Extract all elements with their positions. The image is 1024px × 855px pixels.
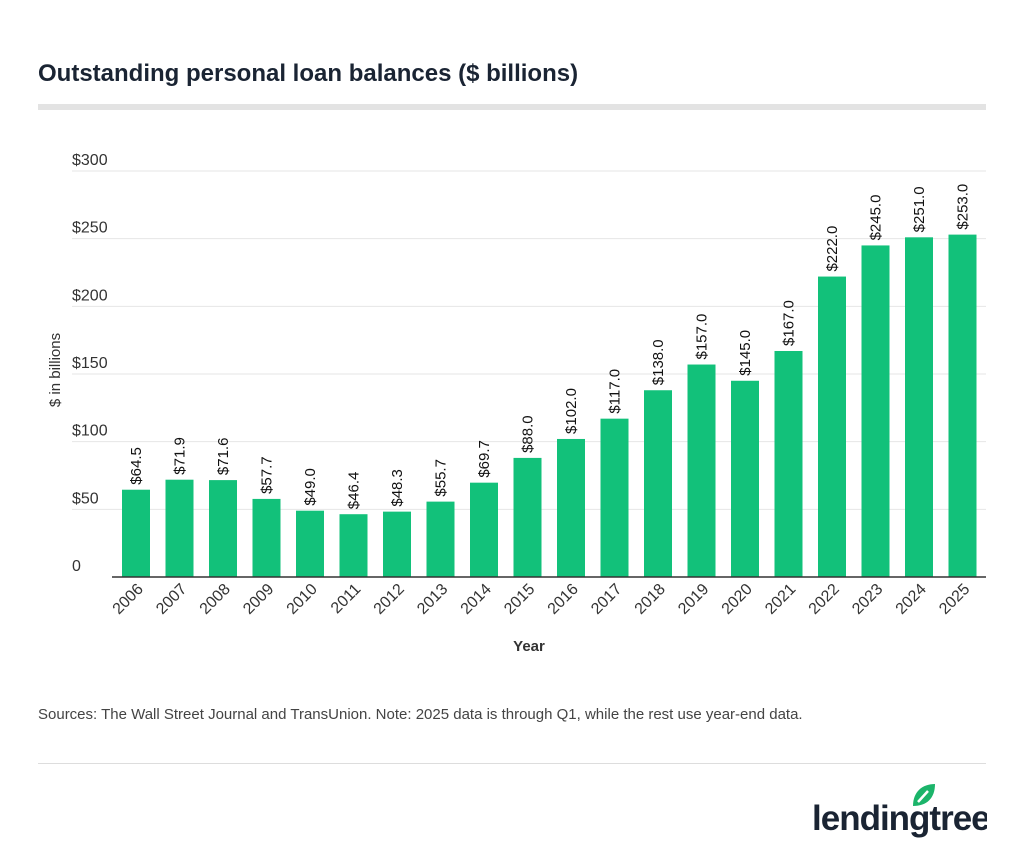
x-tick-label: 2013	[414, 581, 451, 618]
x-tick-label: 2025	[936, 581, 973, 618]
bar	[774, 350, 803, 577]
bar	[818, 276, 846, 577]
x-tick-label: 2008	[197, 581, 234, 618]
y-tick-label: $50	[72, 490, 99, 507]
y-tick-label: $150	[72, 355, 108, 372]
bar	[687, 364, 716, 577]
data-label: $157.0	[694, 314, 711, 360]
data-label: $71.6	[215, 438, 232, 476]
data-label: $102.0	[563, 388, 580, 434]
title-divider	[38, 104, 986, 110]
x-tick-label: 2007	[153, 581, 190, 618]
data-label: $167.0	[781, 300, 798, 346]
data-label: $55.7	[433, 459, 450, 497]
x-tick-label: 2009	[240, 581, 277, 618]
bar	[165, 479, 194, 577]
bar	[861, 245, 890, 577]
data-label: $46.4	[346, 472, 363, 510]
data-label: $57.7	[259, 456, 276, 494]
x-tick-label: 2021	[762, 581, 799, 618]
data-label: $117.0	[607, 369, 624, 414]
x-tick-label: 2020	[719, 581, 756, 618]
x-tick-label: 2017	[588, 581, 625, 618]
data-label: $251.0	[911, 186, 928, 232]
data-label: $69.7	[476, 440, 493, 478]
bar	[644, 390, 672, 577]
bar	[122, 489, 150, 577]
x-tick-label: 2015	[501, 581, 538, 618]
chart-title: Outstanding personal loan balances ($ bi…	[38, 60, 579, 87]
x-axis-title: Year	[513, 638, 545, 655]
bar	[600, 418, 629, 577]
data-label: $64.5	[128, 447, 145, 485]
bar	[426, 501, 455, 577]
bar	[339, 514, 368, 577]
data-label: $253.0	[955, 184, 972, 230]
svg-text:lendingtree: lendingtree	[812, 799, 987, 838]
data-label: $245.0	[868, 195, 885, 241]
x-tick-label: 2023	[849, 581, 886, 618]
y-tick-label: $250	[72, 220, 108, 237]
data-label: $49.0	[302, 468, 319, 506]
data-label: $71.9	[172, 437, 189, 475]
y-tick-label: $100	[72, 423, 108, 440]
bar	[383, 511, 411, 577]
data-label: $145.0	[737, 330, 754, 376]
x-tick-label: 2019	[675, 581, 712, 618]
bar	[296, 510, 324, 577]
x-tick-label: 2011	[328, 581, 364, 617]
bar	[557, 438, 585, 577]
x-tick-label: 2024	[893, 581, 930, 618]
bar	[948, 234, 977, 577]
lendingtree-logo: lendingtree	[812, 784, 987, 838]
footer-divider	[38, 763, 986, 764]
bar	[470, 482, 498, 577]
x-tick-label: 2022	[806, 581, 843, 618]
data-label: $222.0	[824, 226, 841, 272]
y-tick-label: $300	[72, 152, 108, 169]
bar	[513, 457, 542, 577]
bar	[731, 380, 759, 577]
bar	[209, 480, 237, 577]
bar	[905, 237, 933, 577]
data-label: $88.0	[520, 415, 537, 453]
x-tick-label: 2010	[284, 581, 321, 618]
data-label: $138.0	[650, 339, 667, 385]
data-label: $48.3	[389, 469, 406, 507]
y-tick-label: 0	[72, 558, 81, 575]
x-tick-label: 2012	[371, 581, 408, 618]
x-tick-label: 2016	[545, 581, 582, 618]
y-tick-label: $200	[72, 287, 108, 304]
y-axis-title: $ in billions	[47, 333, 64, 407]
x-tick-label: 2018	[632, 581, 669, 618]
x-tick-label: 2014	[458, 581, 495, 618]
x-tick-label: 2006	[110, 581, 147, 618]
source-note: Sources: The Wall Street Journal and Tra…	[38, 706, 803, 723]
bar	[252, 498, 281, 577]
